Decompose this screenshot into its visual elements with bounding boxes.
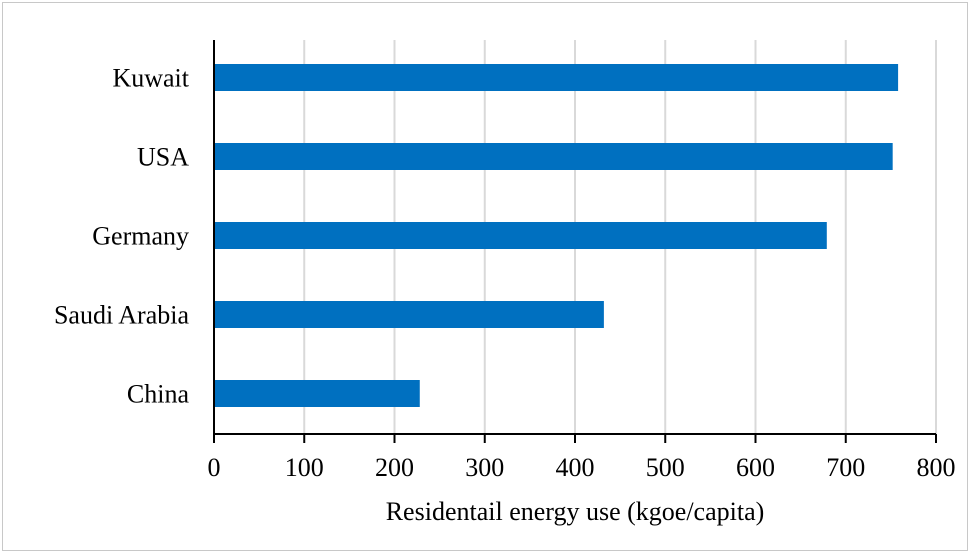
x-tick-label: 400 xyxy=(556,453,595,482)
bar-kuwait xyxy=(214,64,899,91)
x-tick-label: 0 xyxy=(208,453,221,482)
x-tick-label: 800 xyxy=(917,453,956,482)
category-labels: Kuwait USA Germany Saudi Arabia China xyxy=(54,64,190,409)
x-tick-label: 200 xyxy=(375,453,414,482)
x-tick-label: 600 xyxy=(736,453,775,482)
bar-usa xyxy=(214,143,893,170)
category-label: Saudi Arabia xyxy=(54,301,189,330)
x-tick-label: 500 xyxy=(646,453,685,482)
category-label: Germany xyxy=(92,222,189,251)
bar-germany xyxy=(214,222,827,249)
x-axis-title: Residentail energy use (kgoe/capita) xyxy=(386,497,765,526)
bar-china xyxy=(214,380,420,407)
bars xyxy=(214,64,899,407)
x-tick-label: 100 xyxy=(285,453,324,482)
x-tick-labels: 0 100 200 300 400 500 600 700 800 xyxy=(208,453,956,482)
category-label: China xyxy=(127,380,190,409)
axes xyxy=(213,40,937,443)
category-label: Kuwait xyxy=(112,64,189,93)
x-tick-label: 700 xyxy=(826,453,865,482)
x-tick-label: 300 xyxy=(465,453,504,482)
bar-saudi-arabia xyxy=(214,301,604,328)
category-label: USA xyxy=(137,143,189,172)
